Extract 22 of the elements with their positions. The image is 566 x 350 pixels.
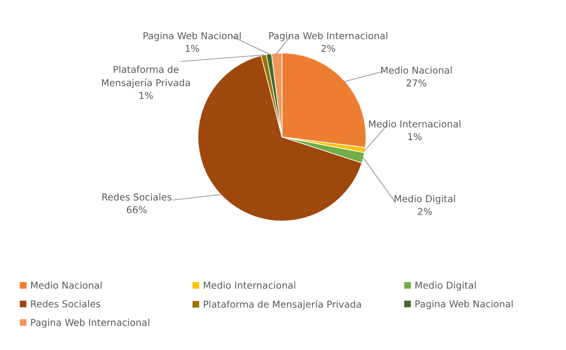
data-label: 1% xyxy=(408,133,422,140)
legend-label: Pagina Web Nacional xyxy=(416,300,513,310)
data-label: 27% xyxy=(406,79,426,86)
pie-slice xyxy=(198,55,362,222)
legend-label: Pagina Web Internacional xyxy=(31,318,150,328)
data-label: 1% xyxy=(186,44,200,52)
legend-label: Medio Digital xyxy=(416,282,476,291)
slice-label: Medio Digital xyxy=(394,194,455,204)
data-label: 2% xyxy=(321,44,336,52)
data-label: 2% xyxy=(418,208,432,215)
data-label: 1% xyxy=(139,92,153,99)
slice-label: Medio Nacional xyxy=(381,66,452,74)
legend-label: Medio Internacional xyxy=(204,282,296,289)
legend-label: Plataforma de Mensajería Privada xyxy=(204,300,361,310)
slice-label: Pagina Web Nacional xyxy=(144,32,241,42)
legend-label: Redes Sociales xyxy=(31,300,100,308)
legend-label: Medio Nacional xyxy=(31,282,102,289)
data-label: 66% xyxy=(126,206,147,214)
slice-label: Pagina Web Internacional xyxy=(269,32,388,42)
slice-label: Medio Internacional xyxy=(369,120,460,128)
slice-label: Redes Sociales xyxy=(102,193,172,201)
slice-label: Plataforma de Mensajería Privada xyxy=(102,66,190,88)
